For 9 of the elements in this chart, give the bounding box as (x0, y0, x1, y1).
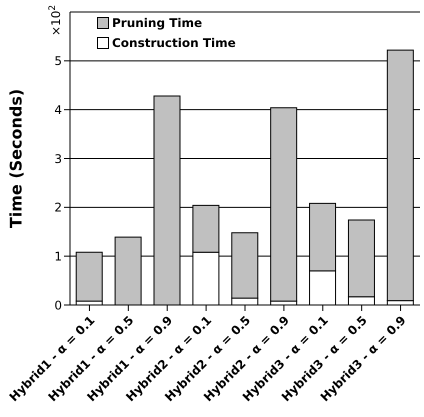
y-tick-label: 5 (54, 54, 62, 68)
y-tick-label: 1 (54, 249, 62, 264)
y-tick-label: 3 (54, 152, 62, 166)
legend-label: Pruning Time (112, 15, 202, 32)
legend-label: Construction Time (112, 35, 236, 52)
y-tick-label: 2 (54, 200, 62, 215)
y-tick-label: 4 (54, 102, 62, 117)
y-axis-title: Time (Seconds) (6, 88, 26, 228)
y-tick-label: 0 (54, 298, 62, 312)
